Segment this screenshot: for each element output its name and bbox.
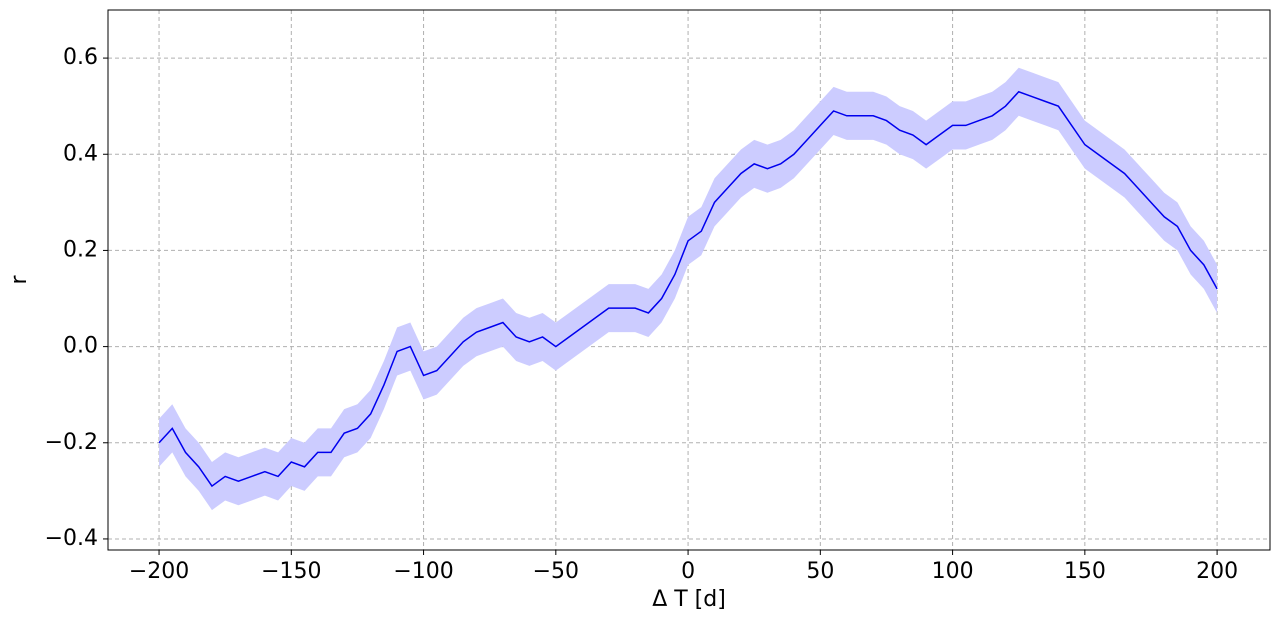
y-axis-label: r [7,275,32,285]
x-tick-label: −100 [393,559,453,584]
line [158,90,1218,488]
x-tick-label: 100 [932,559,974,584]
y-tick-label: 0.4 [63,141,98,166]
x-tick-label: 0 [681,559,695,584]
y-tick-label: 0.6 [63,45,98,70]
confidence-band [159,67,1218,511]
x-tick-label: −200 [129,559,189,584]
x-tick-label: 150 [1064,559,1106,584]
y-tick-label: 0.0 [63,334,98,359]
x-tick-label: 50 [806,559,834,584]
x-tick-label: 200 [1196,559,1238,584]
x-tick-label: −150 [261,559,321,584]
x-axis-label: Δ T [d] [652,587,726,612]
y-tick-label: 0.2 [63,237,98,262]
plot-frame [107,9,1271,551]
x-tick-label: −50 [533,559,579,584]
y-tick-label: −0.2 [45,430,98,455]
y-tick-label: −0.4 [45,526,98,551]
